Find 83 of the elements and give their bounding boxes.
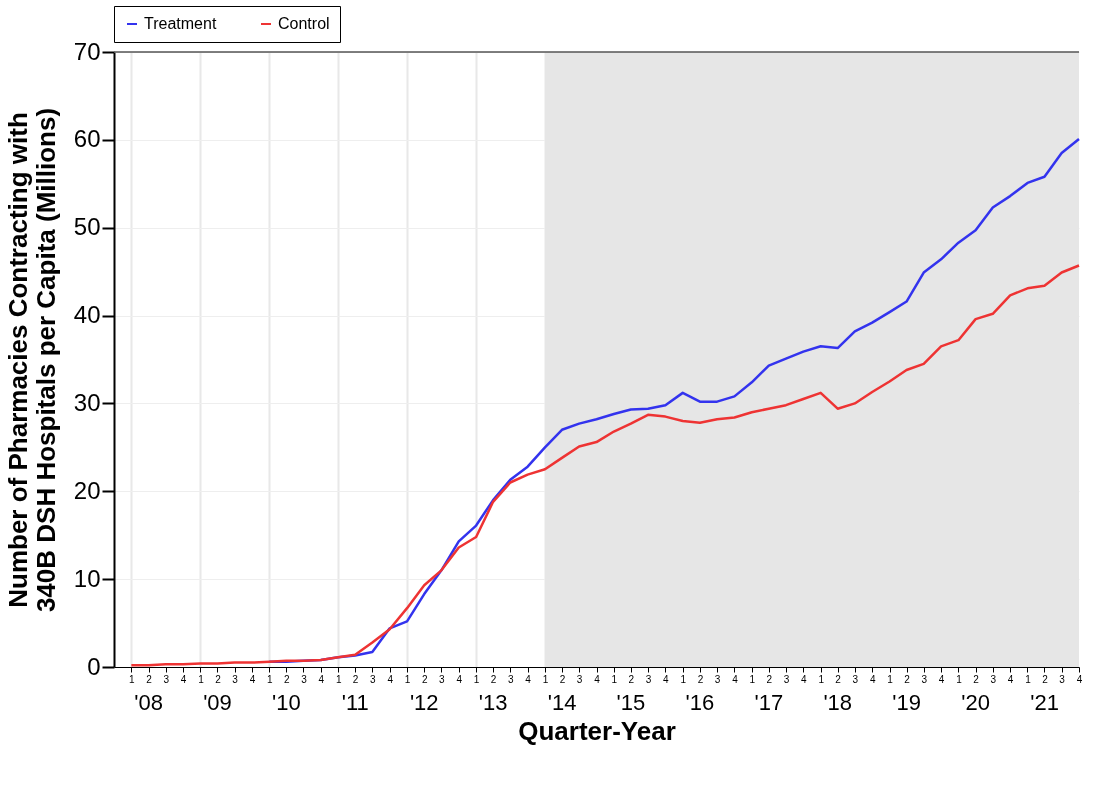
- x-axis-title: Quarter-Year: [518, 715, 676, 746]
- x-tick-label: 2: [904, 673, 911, 685]
- x-tick-label: 4: [801, 673, 808, 685]
- x-tick-label: 1: [335, 673, 342, 685]
- x-tick-label: 1: [887, 673, 894, 685]
- x-tick-label: 2: [284, 673, 290, 685]
- x-tick-label: 2: [146, 673, 153, 685]
- text: '14: [547, 690, 577, 715]
- x-tick-label: 4: [1007, 673, 1014, 685]
- text: '20: [961, 690, 990, 715]
- x-tick-label: 4: [318, 673, 325, 685]
- x-tick-label: 1: [956, 673, 963, 685]
- x-tick-label: 2: [835, 673, 842, 685]
- x-tick-label: 3: [232, 673, 239, 685]
- legend-label: Control: [278, 15, 330, 32]
- x-tick-label: 1: [818, 673, 825, 685]
- x-tick-label: 1: [129, 673, 136, 685]
- x-tick-label: 4: [1076, 673, 1083, 685]
- x-tick-label: 3: [439, 673, 446, 685]
- x-tick-label: 1: [611, 673, 618, 685]
- x-tick-label: 1: [1025, 673, 1032, 685]
- x-tick-label: 2: [490, 673, 497, 685]
- x-tick-label: 1: [198, 673, 205, 685]
- x-tick-label: 4: [180, 673, 187, 685]
- x-tick-label: 3: [576, 673, 583, 685]
- x-tick-label: 1: [680, 673, 687, 685]
- x-tick-label: 2: [215, 673, 222, 685]
- text: '09: [203, 690, 232, 715]
- y-tick-label: 20: [73, 476, 101, 504]
- x-tick-label: 4: [869, 673, 876, 685]
- x-tick-label: 3: [1059, 673, 1066, 685]
- y-tick-label: 0: [87, 652, 101, 680]
- text: '18: [823, 690, 853, 715]
- x-tick-label: 2: [421, 673, 428, 685]
- x-tick-label: 1: [404, 673, 411, 685]
- text: '08: [134, 690, 163, 715]
- x-tick-label: 2: [766, 673, 773, 685]
- x-tick-label: 1: [267, 673, 274, 685]
- x-tick-label: 3: [852, 673, 859, 685]
- x-tick-label: 4: [249, 673, 256, 685]
- text: '13: [478, 690, 508, 715]
- text: '12: [409, 690, 439, 715]
- y-axis-title: Number of Pharmacies Contracting with 340B DSH Hospitals per Capita (Millions): [2, 107, 61, 613]
- x-tick-label: 3: [370, 673, 377, 685]
- x-tick-label: 2: [697, 673, 704, 685]
- text: '16: [685, 690, 715, 715]
- y-tick-label: 30: [73, 388, 101, 416]
- x-tick-label: 3: [163, 673, 170, 685]
- line-series: [130, 264, 1081, 667]
- x-tick-label: 4: [594, 673, 601, 685]
- legend-label: Treatment: [144, 15, 217, 32]
- y-tick-label: 60: [73, 125, 101, 153]
- x-tick-label: 2: [628, 673, 635, 685]
- x-tick-label: 3: [714, 673, 721, 685]
- x-tick-label: 4: [663, 673, 670, 685]
- y-tick-label: 70: [73, 37, 101, 65]
- x-tick-label: 3: [645, 673, 652, 685]
- text: '10: [272, 690, 301, 715]
- x-tick-label: 3: [990, 673, 997, 685]
- x-tick-label: 2: [559, 673, 566, 685]
- text: '11: [341, 690, 369, 715]
- x-tick-label: 1: [473, 673, 480, 685]
- x-tick-label: 3: [301, 673, 308, 685]
- x-tick-label: 3: [783, 673, 790, 685]
- text: '17: [754, 690, 784, 715]
- y-tick-label: 40: [73, 301, 101, 329]
- x-tick-label: 4: [456, 673, 463, 685]
- x-tick-label: 1: [542, 673, 549, 685]
- x-tick-label: 4: [732, 673, 739, 685]
- text: '21: [1030, 690, 1059, 715]
- y-tick-label: 10: [73, 564, 101, 592]
- x-tick-label: 4: [387, 673, 394, 685]
- x-tick-label: 2: [1042, 673, 1049, 685]
- y-tick-label: 50: [73, 213, 101, 241]
- x-tick-label: 2: [973, 673, 980, 685]
- x-tick-label: 3: [507, 673, 514, 685]
- text: '15: [616, 690, 646, 715]
- x-tick-label: 3: [921, 673, 928, 685]
- x-tick-label: 1: [749, 673, 756, 685]
- x-tick-label: 4: [525, 673, 532, 685]
- text: '19: [892, 690, 921, 715]
- x-tick-label: 2: [352, 673, 359, 685]
- x-tick-label: 4: [938, 673, 945, 685]
